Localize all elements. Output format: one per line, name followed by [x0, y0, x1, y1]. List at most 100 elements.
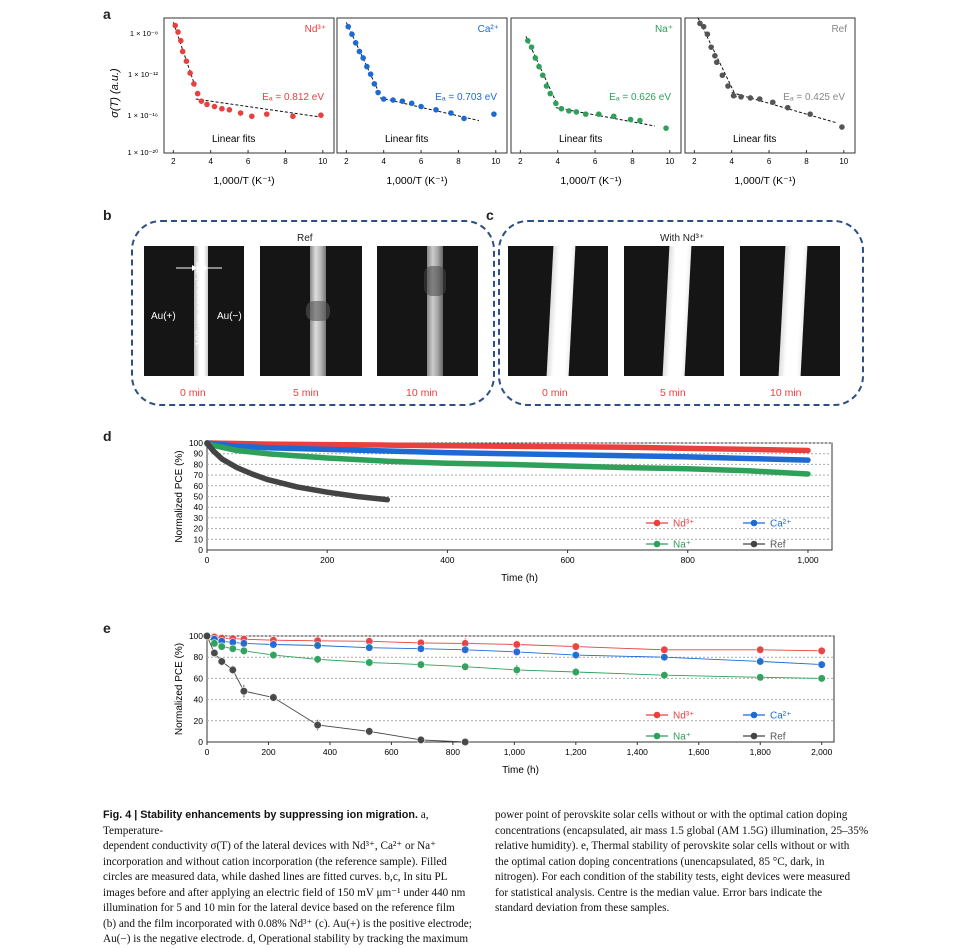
- caption-left-line-2: incorporation and without cation incorpo…: [103, 855, 447, 868]
- panel-e-legend-marker-1: [750, 711, 758, 719]
- panel-e-xtick-3: 600: [384, 747, 398, 757]
- subplot-2-xtick-4: 10: [665, 157, 674, 166]
- subplot-3-xlabel: 1,000/T (K⁻¹): [734, 175, 795, 187]
- panel-d-legend-marker-0: [653, 519, 661, 527]
- subplot-1-point-5: [364, 63, 370, 70]
- subplot-1-xtick-3: 8: [456, 157, 461, 166]
- panel-e-legend-marker-3: [750, 732, 758, 740]
- panel-d-ytick-8: 80: [194, 459, 204, 469]
- subplot-frame-3: [684, 17, 856, 154]
- subplot-0-point-12: [226, 107, 233, 113]
- panel-e-series-1-point-7: [365, 643, 374, 652]
- panel-e-xtick-9: 1,800: [750, 747, 772, 757]
- subplot-0-xtick-0: 2: [171, 157, 176, 166]
- subplot-3-fit-line-low: [731, 92, 837, 124]
- panel-d-ylabel: Normalized PCE (%): [174, 450, 185, 542]
- subplot-3-point-15: [839, 124, 845, 130]
- subplot-1-xlabel: 1,000/T (K⁻¹): [386, 175, 447, 187]
- subplot-2-ea-label: Eₐ = 0.626 eV: [609, 92, 671, 103]
- subplot-3-point-12: [770, 99, 776, 106]
- panel-e-xtick-10: 2,000: [811, 747, 833, 757]
- panel-e-series-1-point-11: [571, 650, 580, 660]
- panel-label-d: d: [103, 428, 112, 444]
- pl-image-nd-10min: [740, 246, 840, 376]
- panel-d-xtick-4: 800: [681, 555, 695, 565]
- subplot-2-point-15: [637, 117, 643, 124]
- panel-d-legend-label-2: Na⁺: [673, 540, 691, 551]
- panel-e-xtick-5: 1,000: [504, 747, 526, 757]
- subplot-3-point-13: [784, 104, 791, 111]
- panel-e-series-3-line: [206, 635, 466, 743]
- panel-e-xtick-4: 800: [446, 747, 460, 757]
- panel-d-ytick-5: 50: [194, 492, 204, 502]
- subplot-2-xtick-3: 8: [630, 157, 635, 166]
- figure-title: Fig. 4 | Stability enhancements by suppr…: [103, 809, 418, 821]
- subplot-3-point-11: [756, 96, 763, 102]
- subplot-2-point-14: [627, 116, 634, 123]
- subplot-1-point-1: [349, 31, 355, 37]
- subplot-1-ion-label: Ca²⁺: [478, 24, 499, 35]
- panel-e-series-1-point-6: [313, 641, 322, 650]
- subplot-0-point-0: [172, 22, 179, 29]
- panel-e-ytick-0: 0: [198, 737, 203, 747]
- subplot-3-xtick-2: 6: [767, 157, 772, 166]
- subplot-0-point-7: [194, 90, 201, 97]
- subplot-1-point-10: [390, 97, 396, 103]
- panel-e-series-3-point-3: [228, 665, 237, 675]
- panel-d-series-1-line: [204, 440, 811, 463]
- panel-e-series-2-point-4: [239, 646, 248, 655]
- subplot-2-point-11: [582, 111, 589, 117]
- subplot-1-point-6: [367, 71, 374, 77]
- caption-left-line-1: dependent conductivity σ(T) of the later…: [103, 840, 437, 852]
- panel-c-title: With Nd³⁺: [660, 233, 705, 244]
- subplot-2-fit-line-low: [555, 107, 655, 127]
- caption-left-line-4: images before and after applying an elec…: [103, 886, 466, 899]
- caption-right-line-6: standard deviation from these samples.: [495, 902, 670, 914]
- subplot-2-xtick-2: 6: [593, 157, 598, 166]
- panel-d-ytick-0: 0: [198, 545, 203, 555]
- panel-c-time-2: 10 min: [770, 387, 802, 399]
- panel-e-series-2-point-7: [365, 658, 374, 667]
- au-plus-label: Au(+): [151, 311, 176, 322]
- panel-e-series-2-point-2: [217, 642, 226, 651]
- panel-b-time-2: 10 min: [406, 387, 438, 399]
- panel-c-time-1: 5 min: [660, 387, 686, 399]
- panel-e-ytick-3: 60: [194, 673, 204, 683]
- subplot-1-xtick-0: 2: [344, 157, 349, 166]
- panel-e-series-2-point-9: [461, 662, 470, 671]
- subplot-1-point-9: [380, 96, 387, 102]
- panel-e-xtick-1: 200: [261, 747, 275, 757]
- panel-e-series-3-point-4: [239, 687, 248, 696]
- caption-right-line-5: for statistical analysis. Centre is the …: [495, 886, 823, 899]
- caption-left: Fig. 4 | Stability enhancements by suppr…: [103, 808, 488, 948]
- subplot-0-ea-label: Eₐ = 0.812 eV: [262, 92, 324, 103]
- panel-d-legend-label-1: Ca²⁺: [770, 519, 791, 530]
- panel-a-conductivity-plots: σ(T) (a.u.) 1 × 10⁻⁸ 1 × 10⁻¹² 1 × 10⁻¹⁶…: [109, 17, 856, 187]
- caption-right-line-1: concentrations (encapsulated, air mass 1…: [495, 824, 869, 837]
- subplot-1-fit-line-low: [379, 97, 480, 122]
- caption-right-line-2: relative humidity). e, Thermal stability…: [495, 840, 850, 852]
- panel-d-legend-marker-2: [653, 540, 661, 548]
- panel-a-ytick-3: 1 × 10⁻²⁰: [127, 148, 158, 157]
- panel-c-frame: [498, 220, 864, 406]
- subplot-1-point-0: [345, 23, 352, 30]
- panel-d-ytick-4: 40: [194, 502, 204, 512]
- subplot-3-xtick-3: 8: [804, 157, 809, 166]
- subplot-1-point-4: [360, 55, 366, 61]
- panel-d-xtick-3: 600: [560, 555, 574, 565]
- panel-e-series-1-point-8: [416, 644, 426, 653]
- subplot-3-point-8: [730, 92, 737, 99]
- panel-label-a: a: [103, 6, 111, 22]
- subplot-1-point-7: [371, 81, 378, 87]
- panel-d-legend-label-3: Ref: [770, 540, 786, 551]
- subplot-2-point-3: [536, 63, 542, 70]
- panel-d-ytick-10: 100: [189, 438, 203, 448]
- panel-d-xtick-5: 1,000: [797, 555, 819, 565]
- subplot-0-point-6: [191, 81, 197, 87]
- subplot-frame-0: [163, 17, 335, 154]
- panel-d-ytick-2: 20: [194, 524, 204, 534]
- subplot-3-point-4: [712, 53, 718, 59]
- subplot-0-point-9: [204, 101, 210, 108]
- caption-left-line-5: illumination for 5 and 10 min for the la…: [103, 902, 455, 914]
